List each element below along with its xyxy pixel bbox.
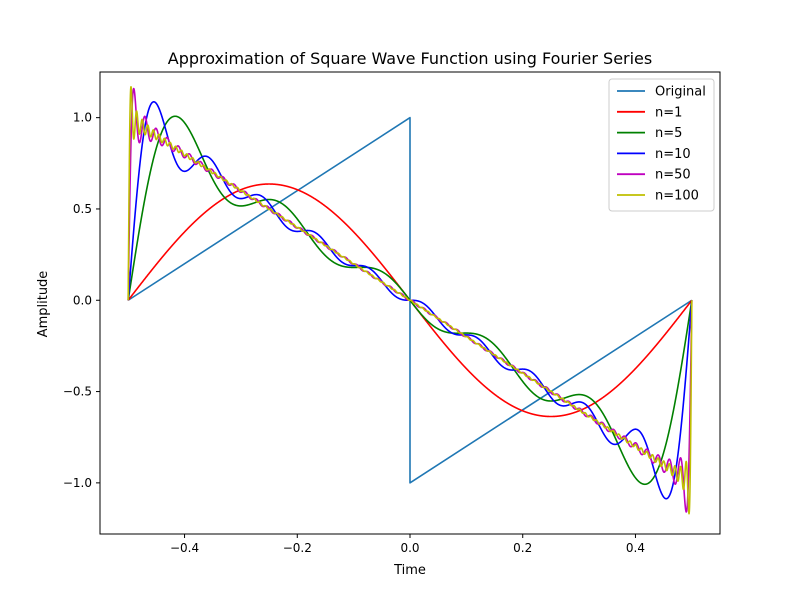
legend-label: n=1 bbox=[655, 105, 682, 120]
y-tick-label: 0.5 bbox=[73, 202, 92, 216]
x-tick-label: 0.0 bbox=[400, 541, 419, 555]
legend-label: n=10 bbox=[655, 147, 691, 162]
plot-area: −0.4 −0.2 0.0 0.2 0.4 −1.0 −0.5 0.0 0.5 1.0 bbox=[63, 71, 721, 555]
y-tick-label: 1.0 bbox=[73, 111, 92, 125]
y-tick-label: −0.5 bbox=[63, 385, 92, 399]
legend-label: n=100 bbox=[655, 189, 699, 204]
legend-label: Original bbox=[655, 85, 706, 100]
y-tick-label: 0.0 bbox=[73, 293, 92, 307]
chart-title: Approximation of Square Wave Function us… bbox=[168, 49, 652, 68]
x-tick-label: 0.4 bbox=[626, 541, 645, 555]
x-axis-label: Time bbox=[393, 563, 426, 578]
y-axis-label: Amplitude bbox=[36, 271, 51, 338]
x-tick-label: −0.2 bbox=[283, 541, 312, 555]
series-line-n-100 bbox=[127, 86, 693, 515]
legend: Original n=1 n=5 n=10 n=50 n=100 bbox=[608, 78, 715, 212]
x-tick-label: −0.4 bbox=[170, 541, 199, 555]
legend-label: n=5 bbox=[655, 126, 682, 141]
y-tick-label: −1.0 bbox=[63, 476, 92, 490]
legend-label: n=50 bbox=[655, 168, 691, 183]
series-group bbox=[127, 86, 693, 515]
x-tick-label: 0.2 bbox=[513, 541, 532, 555]
